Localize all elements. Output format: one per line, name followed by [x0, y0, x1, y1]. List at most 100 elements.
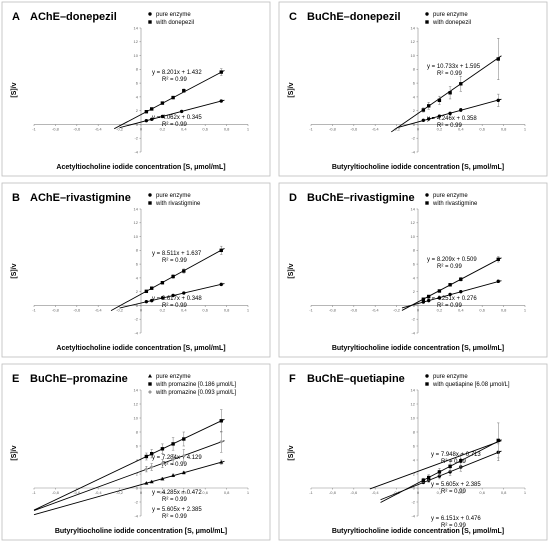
data-point	[181, 453, 186, 458]
x-tick-label: -0,8	[52, 490, 60, 495]
data-point	[160, 101, 165, 105]
y-tick-label: 10	[134, 53, 139, 58]
data-point	[448, 111, 452, 116]
data-point	[150, 452, 154, 456]
legend-marker	[425, 20, 429, 24]
x-tick-label: 0,6	[202, 307, 208, 312]
data-point	[496, 438, 500, 443]
data-point	[437, 114, 442, 118]
data-point	[219, 282, 223, 287]
data-point	[171, 442, 175, 446]
chart-panel-a: A AChE–donepezil -1 -0,8 -0,6 -0,4 -0,2 0 0,2 0,4…	[1, 1, 271, 177]
x-axis-label: Acetyltiocholine iodide concentration [S…	[56, 164, 225, 171]
panel-frame	[278, 1, 548, 177]
y-tick-label: 6	[413, 262, 416, 267]
data-point	[459, 459, 463, 463]
data-point	[171, 457, 176, 462]
chart-title: BuChE–donepezil	[307, 11, 401, 23]
x-tick-label: 0,4	[181, 126, 187, 131]
x-tick-label: -0,6	[350, 307, 358, 312]
equation-label: y = 4.251x + 0.276	[427, 296, 477, 302]
data-point	[421, 108, 426, 112]
x-axis-label: Butyryltiocholine iodide concentration […	[55, 528, 227, 535]
y-tick-label: -2	[134, 317, 138, 322]
x-tick-label: 0,4	[181, 490, 187, 495]
chart-title: BuChE–rivastigmine	[307, 192, 415, 204]
x-tick-label: 0	[417, 490, 420, 495]
legend-entry: with donepezil	[432, 20, 471, 26]
legend-entry: pure enzyme	[156, 374, 191, 380]
x-tick-label: -0,4	[95, 307, 103, 312]
y-tick-label: 10	[134, 415, 139, 420]
legend-entry: with rivastigmine	[155, 201, 201, 207]
data-point	[496, 279, 500, 284]
data-point	[219, 70, 223, 74]
data-point	[437, 289, 442, 293]
data-point	[160, 114, 165, 119]
y-tick-label: 2	[413, 471, 416, 476]
x-tick-label: 1	[247, 490, 250, 495]
x-tick-label: 0	[140, 490, 143, 495]
y-tick-label: 14	[134, 387, 139, 392]
x-tick-label: 0,4	[458, 490, 464, 495]
x-tick-label: -0,6	[350, 490, 358, 495]
data-point	[427, 294, 431, 299]
trendline	[369, 440, 502, 490]
y-tick-label: 0	[136, 485, 139, 490]
y-tick-label: -4	[411, 513, 415, 518]
y-tick-label: -4	[134, 513, 138, 518]
legend-entry: pure enzyme	[433, 193, 468, 199]
x-tick-label: -0,2	[116, 490, 124, 495]
x-tick-label: 0,6	[202, 490, 208, 495]
y-axis-label: [S]/v	[288, 445, 295, 460]
r2-label: R² = 0.99	[162, 258, 188, 264]
legend-marker	[148, 20, 152, 24]
panel-letter: F	[289, 373, 296, 385]
panel-letter: E	[12, 373, 19, 385]
y-tick-label: -4	[134, 149, 138, 154]
y-tick-label: 4	[413, 457, 416, 462]
equation-label: y = 5.605x + 2.385	[152, 507, 202, 513]
legend-marker	[148, 193, 152, 197]
y-tick-label: 10	[411, 415, 416, 420]
chart-title: BuChE–quetiapine	[307, 373, 405, 385]
x-tick-label: -1	[309, 490, 313, 495]
x-tick-label: 0,2	[160, 126, 166, 131]
y-tick-label: 0	[136, 303, 139, 308]
panel-frame	[1, 363, 271, 541]
y-tick-label: -4	[134, 330, 138, 335]
data-point	[437, 470, 442, 474]
x-tick-label: -0,6	[73, 126, 81, 131]
legend-marker	[425, 374, 429, 378]
data-point	[219, 248, 223, 253]
x-tick-label: 0	[417, 126, 420, 131]
x-tick-label: 0,4	[181, 307, 187, 312]
x-tick-label: 0,8	[501, 307, 507, 312]
data-point	[421, 297, 426, 301]
equation-label: y = 4.285x + 0.472	[152, 490, 202, 496]
x-tick-label: -0,4	[95, 490, 103, 495]
x-tick-label: 0,8	[224, 490, 230, 495]
chart-panel-e: E BuChE–promazine -1 -0,8 -0,6 -0,4 -0,2 0 0,2 0,…	[1, 363, 271, 541]
panel-frame	[278, 363, 548, 541]
y-tick-label: 12	[134, 39, 139, 44]
y-axis-label: [S]/v	[288, 82, 295, 97]
r2-label: R² = 0.99	[437, 264, 463, 270]
data-point	[171, 95, 175, 100]
y-tick-label: 0	[413, 122, 416, 127]
legend-entry: pure enzyme	[433, 374, 468, 380]
data-point	[496, 98, 500, 103]
panel-frame	[278, 182, 548, 358]
x-tick-label: -0,4	[372, 490, 380, 495]
x-tick-label: -1	[309, 307, 313, 312]
x-tick-label: 0	[417, 307, 420, 312]
y-tick-label: -4	[411, 149, 415, 154]
r2-label: R² = 0.99	[441, 489, 467, 495]
data-point	[182, 437, 186, 441]
equation-label: y = 7.948x + 0.713	[431, 452, 481, 458]
y-tick-label: 2	[136, 289, 139, 294]
y-tick-label: 8	[136, 248, 139, 253]
equation-label: y = 8.209x + 0.509	[427, 257, 477, 263]
y-tick-label: 12	[411, 220, 416, 225]
x-tick-label: -0,8	[329, 126, 337, 131]
